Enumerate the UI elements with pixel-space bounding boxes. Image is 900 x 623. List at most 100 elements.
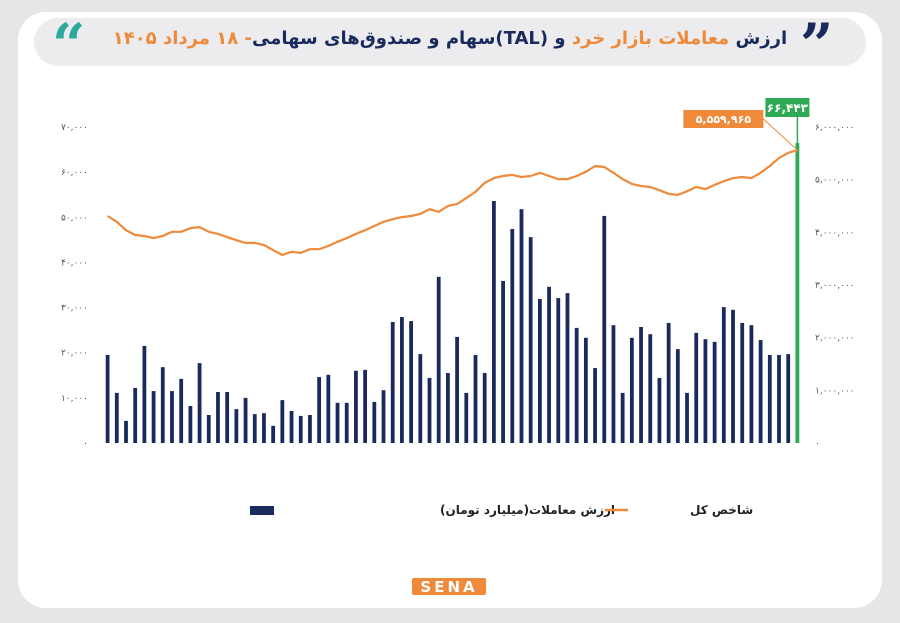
bar [740,322,745,443]
y2-tick-label: ۳,۰۰۰,۰۰۰ [815,281,855,291]
title-segment: معاملات بازار خرد [565,28,736,49]
bar [556,298,561,443]
bar [648,334,653,443]
bar [602,215,607,443]
bar [501,280,505,443]
bar [381,390,386,443]
bar [639,326,643,443]
bar [629,337,634,443]
bar [675,349,680,443]
bar [271,425,276,443]
bar [179,378,184,443]
bar [372,401,377,443]
bar [188,405,193,443]
bar [519,209,524,443]
quote-mark: ” [800,11,834,79]
value-label: ۶۶,۴۴۳ [767,101,809,115]
y-tick-label: ۷۰,۰۰۰ [61,123,88,133]
bar [547,286,551,443]
chart-title: ارزش معاملات بازار خرد و (TAL)سهام و صند… [100,28,800,49]
y2-tick-label: ۰ [815,439,820,449]
bar [225,391,230,443]
logo: SENA [420,578,477,596]
bar [243,397,248,443]
bar [491,201,496,443]
bar [666,322,671,443]
title-segment: و (TAL)سهام و صندوق‌های سهامی [252,28,566,49]
bar [206,415,211,443]
legend-swatch [250,506,274,515]
bar [731,309,735,443]
bar [151,391,156,443]
bar [620,392,625,443]
bar [390,322,395,443]
bar [482,373,487,443]
bar [703,339,708,443]
bar [574,327,579,443]
quote-mark: “ [52,11,86,79]
bar [133,387,138,443]
y-tick-label: ۰ [83,439,88,449]
bar [216,391,220,443]
bar [455,336,459,443]
y-tick-label: ۶۰,۰۰۰ [61,168,88,178]
bar [344,402,349,443]
bar [197,363,202,443]
bar [473,354,478,443]
y-tick-label: ۲۰,۰۰۰ [61,349,88,359]
bar [124,420,128,443]
bar [777,354,781,443]
value-label-connector [763,118,798,151]
bar [363,369,368,443]
bar [446,373,450,443]
bar [317,377,322,443]
bar [289,410,294,443]
bar [565,293,570,443]
title-segment: - ۱۸ مرداد ۱۴۰۵ [112,28,253,49]
bar [308,415,312,443]
bar [354,370,358,443]
bar [105,354,110,443]
bar [464,392,469,443]
bar [170,391,174,443]
bar [767,354,772,443]
value-label-box [765,98,810,117]
bar [400,317,404,443]
bar [142,345,147,443]
bar [114,392,119,443]
bar [252,414,257,443]
line [107,149,798,257]
y-tick-label: ۴۰,۰۰۰ [61,258,88,268]
bar [685,392,689,443]
bar [611,325,616,443]
value-label-box [683,110,764,128]
title-banner [34,18,866,66]
bar [234,409,239,443]
bar [758,340,763,443]
bar [721,307,726,443]
value-label: ۵,۵۵۹,۹۶۵ [696,113,752,126]
legend-label: شاخص کل [690,503,753,517]
bar [712,341,717,443]
bar [795,143,800,443]
y-tick-label: ۵۰,۰۰۰ [61,213,88,223]
bar [593,368,597,443]
bar [418,354,423,443]
y2-tick-label: ۲,۰۰۰,۰۰۰ [815,334,855,344]
logo-box [412,578,486,595]
bar [583,337,588,443]
bar [262,413,266,443]
y-tick-label: ۳۰,۰۰۰ [61,304,88,314]
bar [326,374,331,443]
bar [528,237,533,443]
bar [537,298,542,443]
y2-tick-label: ۵,۰۰۰,۰۰۰ [815,176,855,186]
bar [510,229,515,443]
bar [694,332,699,443]
bar [657,377,662,443]
title-segment: ارزش [735,28,788,49]
bar [280,400,285,443]
legend-label: ارزش معاملات(میلیارد تومان) [440,503,615,518]
bar [436,276,441,443]
